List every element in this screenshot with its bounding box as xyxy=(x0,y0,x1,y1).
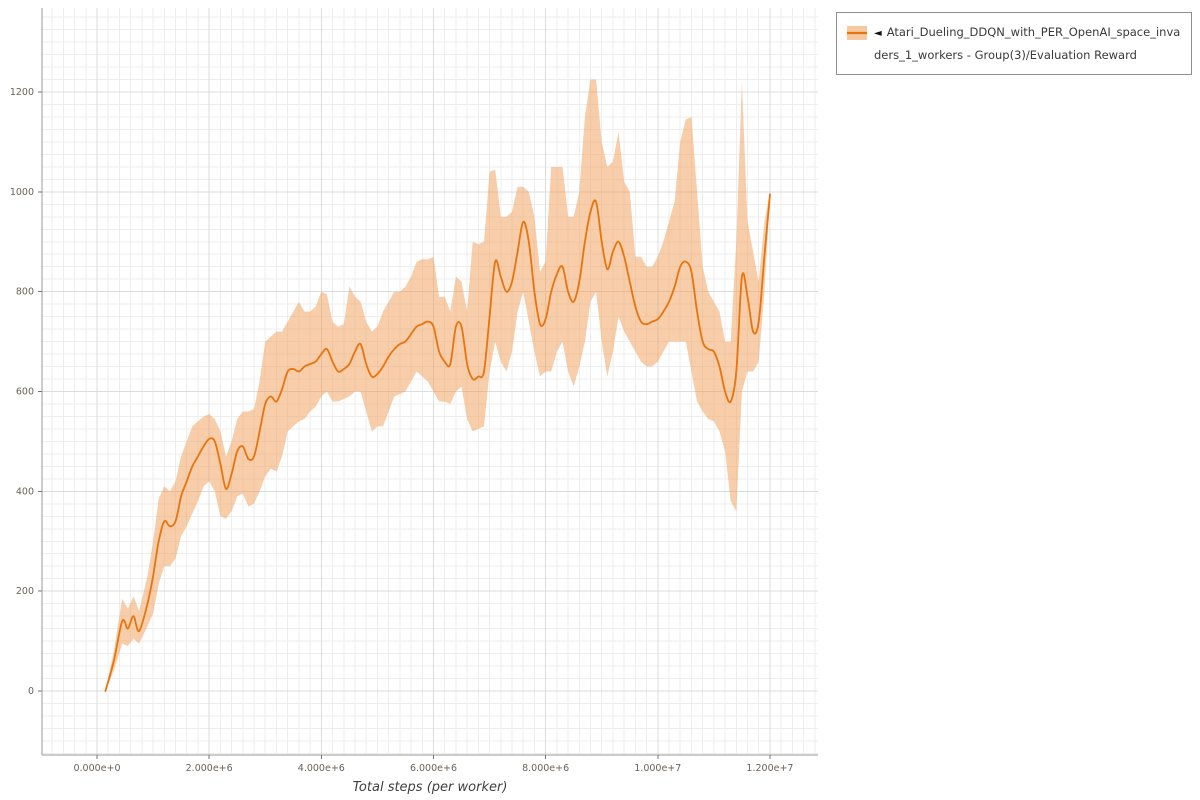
svg-text:1.200e+7: 1.200e+7 xyxy=(746,763,793,774)
svg-text:8.000e+6: 8.000e+6 xyxy=(522,763,569,774)
svg-text:1200: 1200 xyxy=(10,87,34,98)
svg-text:0.000e+0: 0.000e+0 xyxy=(73,763,120,774)
svg-text:4.000e+6: 4.000e+6 xyxy=(298,763,345,774)
legend-swatch-icon[interactable] xyxy=(847,25,867,47)
legend: ◄ Atari_Dueling_DDQN_with_PER_OpenAI_spac… xyxy=(836,12,1192,75)
svg-text:6.000e+6: 6.000e+6 xyxy=(410,763,457,774)
svg-text:400: 400 xyxy=(16,486,34,497)
svg-text:200: 200 xyxy=(16,586,34,597)
legend-item[interactable]: ◄ Atari_Dueling_DDQN_with_PER_OpenAI_spac… xyxy=(874,21,1181,66)
svg-text:1.000e+7: 1.000e+7 xyxy=(634,763,681,774)
svg-text:1000: 1000 xyxy=(10,187,34,198)
x-axis-title: Total steps (per worker) xyxy=(352,780,508,795)
svg-text:600: 600 xyxy=(16,387,34,398)
svg-text:2.000e+6: 2.000e+6 xyxy=(186,763,233,774)
legend-label: Atari_Dueling_DDQN_with_PER_OpenAI_space… xyxy=(874,25,1181,62)
svg-text:0: 0 xyxy=(28,686,34,697)
svg-text:800: 800 xyxy=(16,287,34,298)
legend-collapse-icon[interactable]: ◄ xyxy=(874,28,882,39)
